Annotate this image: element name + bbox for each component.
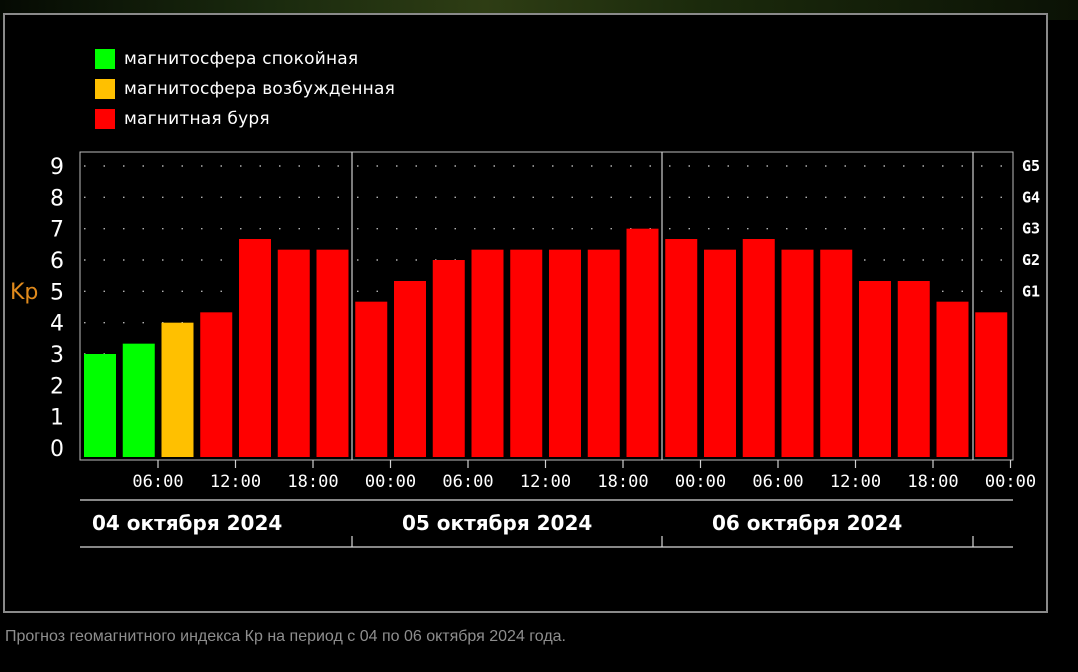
- kp-bar: [549, 249, 581, 457]
- kp-bar: [200, 312, 233, 457]
- x-tick-label: 06:00: [442, 472, 493, 492]
- legend-label-calm: магнитосфера спокойная: [124, 49, 359, 69]
- x-tick-label: 00:00: [365, 472, 416, 492]
- kp-bar: [277, 249, 310, 457]
- kp-bar: [122, 343, 155, 457]
- day-label: 04 октября 2024: [92, 511, 282, 535]
- axis-layer: 0 1 2 3 4 5 6 7 8 9 G1 G2 G3 G4 G5 06:00 12:00 18:00 00:00…: [50, 155, 1040, 548]
- day-label: 06 октября 2024: [712, 511, 902, 535]
- kp-bar: [781, 249, 814, 457]
- g-level-label: G3: [1022, 220, 1040, 238]
- kp-bar: [704, 249, 736, 457]
- kp-bar: [239, 239, 271, 457]
- legend-label-storm: магнитная буря: [124, 109, 270, 129]
- y-tick-label: 0: [50, 437, 64, 462]
- kp-bar: [471, 249, 504, 457]
- kp-bar: [820, 249, 853, 457]
- g-level-label: G5: [1022, 157, 1040, 175]
- day-label: 05 октября 2024: [402, 511, 592, 535]
- x-tick-label: 12:00: [210, 472, 261, 492]
- legend-swatch-storm: [95, 109, 115, 129]
- y-tick-label: 6: [50, 249, 64, 274]
- x-tick-label: 00:00: [675, 472, 726, 492]
- y-tick-label: 5: [50, 280, 64, 305]
- y-tick-label: 8: [50, 186, 64, 211]
- kp-bar: [626, 228, 659, 457]
- legend: магнитосфера спокойная магнитосфера возб…: [95, 44, 395, 134]
- x-tick-label: 12:00: [520, 472, 571, 492]
- g-level-label: G1: [1022, 282, 1040, 300]
- x-tick-label: 18:00: [287, 472, 338, 492]
- legend-item-calm: магнитосфера спокойная: [95, 44, 395, 74]
- x-tick-label: 18:00: [907, 472, 958, 492]
- kp-bar: [355, 301, 388, 457]
- kp-bar: [587, 249, 620, 457]
- y-tick-label: 1: [50, 406, 64, 431]
- kp-bar: [510, 249, 543, 457]
- x-tick-label: 12:00: [830, 472, 881, 492]
- y-axis-label: Kp: [10, 280, 38, 305]
- kp-bar: [84, 354, 116, 457]
- chart-caption: Прогноз геомагнитного индекса Кр на пери…: [5, 628, 566, 645]
- kp-bar: [316, 249, 349, 457]
- y-tick-label: 3: [50, 343, 64, 368]
- kp-bar: [161, 322, 194, 457]
- kp-bar: [665, 239, 698, 457]
- legend-label-excited: магнитосфера возбужденная: [124, 79, 395, 99]
- plot-border: [79, 151, 1014, 461]
- kp-bar: [936, 301, 969, 457]
- kp-bar: [742, 239, 775, 457]
- x-tick-label: 06:00: [752, 472, 803, 492]
- y-tick-label: 2: [50, 374, 64, 399]
- kp-bar: [859, 280, 891, 457]
- legend-item-storm: магнитная буря: [95, 104, 395, 134]
- bars-layer: [84, 228, 1008, 457]
- kp-bar: [897, 280, 930, 457]
- legend-swatch-excited: [95, 79, 115, 99]
- x-tick-label: 18:00: [597, 472, 648, 492]
- g-level-label: G2: [1022, 251, 1040, 269]
- x-tick-label: 00:00: [985, 472, 1036, 492]
- kp-bar: [975, 312, 1008, 457]
- grid-layer: [79, 151, 1014, 461]
- y-tick-label: 4: [50, 312, 64, 337]
- kp-bar: [394, 280, 426, 457]
- x-tick-label: 06:00: [132, 472, 183, 492]
- legend-item-excited: магнитосфера возбужденная: [95, 74, 395, 104]
- g-level-label: G4: [1022, 188, 1040, 206]
- kp-bar: [432, 260, 465, 457]
- y-tick-label: 7: [50, 218, 64, 243]
- legend-swatch-calm: [95, 49, 115, 69]
- y-tick-label: 9: [50, 155, 64, 180]
